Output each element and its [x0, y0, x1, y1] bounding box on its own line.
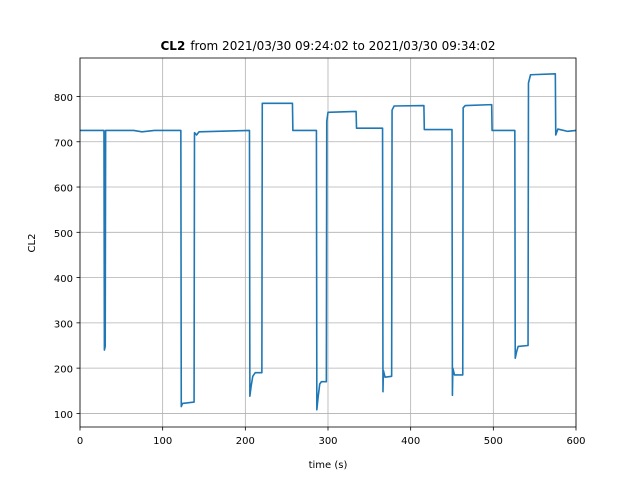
x-tick-label: 100 [153, 436, 172, 447]
x-axis-label: time (s) [309, 460, 348, 471]
y-tick-label: 800 [54, 93, 73, 104]
x-tick-label: 600 [566, 436, 585, 447]
x-tick-label: 200 [236, 436, 255, 447]
y-tick-label: 500 [54, 229, 73, 240]
y-tick-label: 300 [54, 319, 73, 330]
series-group [80, 73, 577, 411]
chart-title: CL2 from 2021/03/30 09:24:02 to 2021/03/3… [161, 39, 496, 53]
series-line [80, 73, 577, 411]
y-axis-label: CL2 [27, 234, 38, 253]
grid-lines [79, 58, 577, 427]
chart-title-rest: from 2021/03/30 09:24:02 to 2021/03/30 0… [190, 39, 495, 53]
x-tick-label: 300 [318, 436, 337, 447]
x-axis-ticks: 0 100 200 300 400 500 600 [77, 427, 586, 447]
x-tick-label: 500 [484, 436, 503, 447]
y-axis-ticks: 100 200 300 400 500 600 700 800 [54, 93, 80, 421]
y-tick-label: 600 [54, 184, 73, 195]
y-tick-label: 400 [54, 274, 73, 285]
x-tick-label: 400 [401, 436, 420, 447]
y-tick-label: 100 [54, 410, 73, 421]
y-tick-label: 200 [54, 365, 73, 376]
chart-title-bold: CL2 [161, 39, 186, 53]
x-tick-label: 0 [77, 436, 83, 447]
y-tick-label: 700 [54, 138, 73, 149]
